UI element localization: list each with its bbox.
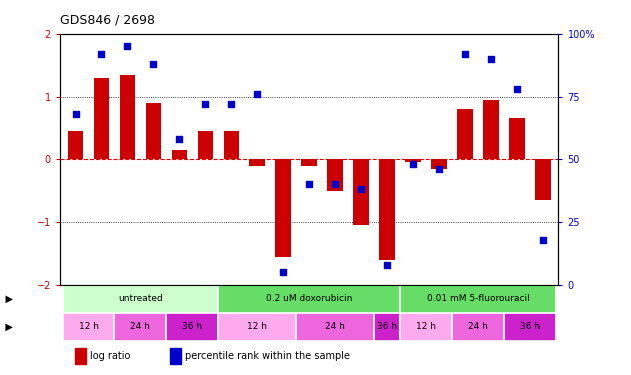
Point: [122, 43, 133, 49]
Text: 36 h: 36 h: [377, 322, 397, 331]
Bar: [327, 159, 343, 190]
Bar: [431, 159, 447, 169]
Point: [174, 136, 184, 142]
Text: untreated: untreated: [118, 294, 163, 303]
Bar: [93, 78, 109, 159]
Text: 24 h: 24 h: [468, 322, 488, 331]
Bar: [167, 313, 218, 340]
Text: time  ▶: time ▶: [0, 322, 13, 332]
Point: [512, 86, 522, 92]
Text: log ratio: log ratio: [90, 351, 130, 361]
Bar: [223, 131, 239, 159]
Point: [97, 51, 107, 57]
Bar: [302, 159, 317, 165]
Bar: [218, 285, 400, 313]
Bar: [276, 159, 291, 256]
Point: [148, 61, 158, 67]
Point: [538, 237, 548, 243]
Text: 24 h: 24 h: [325, 322, 345, 331]
Point: [227, 101, 237, 107]
Point: [200, 101, 210, 107]
Bar: [400, 285, 556, 313]
Point: [304, 182, 314, 188]
Bar: [120, 75, 135, 159]
Text: 0.01 mM 5-fluorouracil: 0.01 mM 5-fluorouracil: [427, 294, 529, 303]
Bar: [249, 159, 265, 165]
Bar: [353, 159, 369, 225]
Bar: [198, 131, 213, 159]
Bar: [405, 159, 421, 162]
Bar: [75, 348, 86, 364]
Point: [382, 262, 392, 268]
Bar: [452, 313, 504, 340]
Point: [486, 56, 496, 62]
Text: 0.2 uM doxorubicin: 0.2 uM doxorubicin: [266, 294, 352, 303]
Bar: [172, 150, 187, 159]
Bar: [483, 100, 498, 159]
Point: [330, 182, 340, 188]
Bar: [68, 131, 83, 159]
Bar: [374, 313, 400, 340]
Text: agent  ▶: agent ▶: [0, 294, 13, 304]
Bar: [170, 348, 180, 364]
Bar: [400, 313, 452, 340]
Bar: [535, 159, 551, 200]
Bar: [457, 109, 473, 159]
Bar: [509, 118, 525, 159]
Point: [356, 186, 366, 192]
Text: 36 h: 36 h: [520, 322, 540, 331]
Bar: [62, 285, 218, 313]
Bar: [379, 159, 395, 260]
Text: 24 h: 24 h: [131, 322, 150, 331]
Bar: [296, 313, 374, 340]
Text: percentile rank within the sample: percentile rank within the sample: [185, 351, 350, 361]
Text: 12 h: 12 h: [247, 322, 268, 331]
Text: GDS846 / 2698: GDS846 / 2698: [60, 13, 155, 26]
Text: 36 h: 36 h: [182, 322, 203, 331]
Text: 12 h: 12 h: [416, 322, 436, 331]
Bar: [146, 103, 161, 159]
Point: [252, 91, 262, 97]
Point: [408, 161, 418, 167]
Text: 12 h: 12 h: [78, 322, 98, 331]
Bar: [62, 313, 114, 340]
Point: [278, 269, 288, 275]
Point: [434, 166, 444, 172]
Bar: [218, 313, 296, 340]
Bar: [504, 313, 556, 340]
Point: [71, 111, 81, 117]
Point: [460, 51, 470, 57]
Bar: [114, 313, 167, 340]
